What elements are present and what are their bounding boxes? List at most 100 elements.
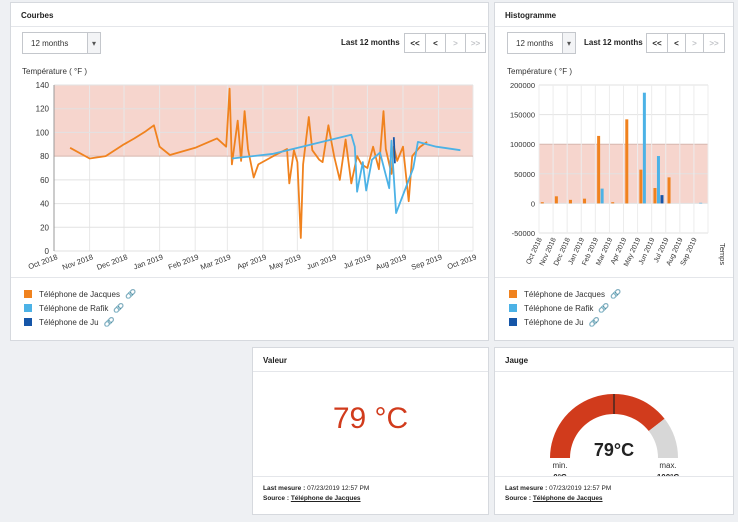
- courbes-first-button[interactable]: <<: [404, 33, 426, 53]
- y-tick-label: 200000: [510, 81, 535, 90]
- legend-label: Téléphone de Ju: [524, 317, 584, 327]
- divider: [495, 476, 733, 477]
- courbes-y-axis-label: Température ( °F ): [22, 67, 87, 76]
- y-tick-label: 60: [40, 176, 49, 185]
- link-icon[interactable]: 🔗: [588, 316, 600, 327]
- swatch-jacques: [24, 290, 32, 298]
- bar: [600, 188, 604, 204]
- divider: [11, 277, 488, 278]
- legend-item-ju[interactable]: Téléphone de Ju 🔗: [24, 315, 136, 329]
- x-tick-label: Oct 2019: [446, 252, 478, 271]
- bar: [611, 202, 615, 204]
- swatch-rafik: [509, 304, 517, 312]
- histogramme-range-label: Last 12 months: [584, 38, 643, 47]
- bar: [642, 92, 646, 204]
- histogramme-y-axis-label: Température ( °F ): [507, 67, 572, 76]
- link-icon[interactable]: 🔗: [598, 302, 610, 313]
- y-tick-label: 40: [40, 200, 49, 209]
- valeur-meta: Last mesure : 07/23/2019 12:57 PM Source…: [263, 484, 369, 504]
- x-tick-label: Jun 2019: [306, 252, 338, 271]
- courbes-last-button[interactable]: >>: [465, 33, 486, 53]
- divider: [253, 371, 488, 372]
- valeur-title: Valeur: [263, 356, 288, 365]
- series-line-3: [392, 137, 396, 164]
- source-label: Source :: [263, 495, 290, 502]
- link-icon[interactable]: 🔗: [113, 302, 125, 313]
- x-tick-label: Dec 2018: [95, 252, 128, 271]
- gauge: 79°C min. 0°C max. 100°C: [550, 394, 680, 476]
- x-tick-label: Nov 2018: [61, 252, 94, 271]
- courbes-legend: Téléphone de Jacques 🔗 Téléphone de Rafik…: [24, 287, 136, 329]
- bar: [597, 135, 601, 204]
- courbes-next-button[interactable]: >: [445, 33, 466, 53]
- gauge-fill: [550, 394, 665, 458]
- source-label: Source :: [505, 495, 532, 502]
- legend-item-rafik[interactable]: Téléphone de Rafik 🔗: [509, 301, 621, 315]
- x-tick-label: Jan 2019: [132, 252, 164, 271]
- histogramme-legend: Téléphone de Jacques 🔗 Téléphone de Rafik…: [509, 287, 621, 329]
- histogramme-last-button[interactable]: >>: [703, 33, 725, 53]
- bar: [583, 198, 587, 204]
- x-tick-label: Sep 2019: [410, 252, 443, 271]
- gauge-min-label: min.: [552, 461, 567, 470]
- series-line-1: [69, 87, 428, 239]
- last-measure-label: Last mesure :: [505, 485, 548, 492]
- y-tick-label: 0: [45, 247, 50, 256]
- link-icon[interactable]: 🔗: [103, 316, 115, 327]
- divider: [253, 476, 488, 477]
- swatch-ju: [24, 318, 32, 326]
- legend-item-jacques[interactable]: Téléphone de Jacques 🔗: [24, 287, 136, 301]
- link-icon[interactable]: 🔗: [124, 288, 137, 299]
- swatch-rafik: [24, 304, 32, 312]
- last-measure-value: 07/23/2019 12:57 PM: [307, 485, 370, 492]
- series-line-2: [231, 133, 461, 215]
- last-measure-label: Last mesure :: [263, 485, 306, 492]
- source-link[interactable]: Téléphone de Jacques: [290, 495, 361, 502]
- line-chart: Oct 2018 Nov 2018 Dec 2018 Jan 2019 Feb 2019…: [27, 81, 478, 272]
- chevron-down-icon: ▾: [87, 33, 100, 53]
- divider: [11, 26, 488, 27]
- bar: [625, 119, 629, 204]
- legend-label: Téléphone de Rafik: [524, 303, 594, 313]
- courbes-prev-button[interactable]: <: [425, 33, 446, 53]
- y-tick-label: 120: [36, 105, 50, 114]
- divider: [495, 277, 733, 278]
- courbes-range-label: Last 12 months: [341, 38, 400, 47]
- histogramme-period-select[interactable]: 12 months ▾: [507, 32, 576, 54]
- histogramme-period-value: 12 months: [516, 38, 554, 48]
- legend-item-rafik[interactable]: Téléphone de Rafik 🔗: [24, 301, 136, 315]
- histogramme-prev-button[interactable]: <: [667, 33, 686, 53]
- bar: [540, 202, 544, 204]
- bar: [699, 202, 703, 204]
- histogramme-next-button[interactable]: >: [685, 33, 704, 53]
- current-value: 79 °C: [332, 402, 409, 435]
- y-tick-label: 20: [40, 223, 49, 232]
- gauge-remaining: [648, 418, 678, 458]
- chevron-down-icon: ▾: [562, 33, 575, 53]
- y-tick-label: 100: [36, 128, 50, 137]
- y-tick-label: 0: [531, 199, 535, 208]
- x-tick-label: Mar 2019: [199, 252, 232, 271]
- y-tick-label: 80: [40, 152, 49, 161]
- last-measure-value: 07/23/2019 12:57 PM: [549, 485, 612, 492]
- x-tick-label: Apr 2019: [236, 252, 268, 271]
- bar: [653, 188, 657, 204]
- bar: [667, 177, 671, 204]
- courbes-title: Courbes: [21, 11, 54, 20]
- swatch-ju: [509, 318, 517, 326]
- y-tick-label: 140: [36, 81, 50, 90]
- histogramme-first-button[interactable]: <<: [646, 33, 668, 53]
- legend-label: Téléphone de Rafik: [39, 303, 109, 313]
- valeur-panel: Valeur 79 °C Last mesure : 07/23/2019 12…: [252, 347, 489, 515]
- bar: [660, 195, 664, 204]
- x-tick-label: Feb 2019: [167, 252, 200, 271]
- divider: [495, 26, 733, 27]
- x-tick-label: Aug 2019: [374, 252, 407, 271]
- courbes-period-select[interactable]: 12 months ▾: [22, 32, 101, 54]
- gauge-max-value: 100°C: [657, 473, 680, 476]
- bar: [568, 199, 572, 204]
- legend-item-jacques[interactable]: Téléphone de Jacques 🔗: [509, 287, 621, 301]
- source-link[interactable]: Téléphone de Jacques: [532, 495, 603, 502]
- link-icon[interactable]: 🔗: [609, 288, 622, 299]
- legend-item-ju[interactable]: Téléphone de Ju 🔗: [509, 315, 621, 329]
